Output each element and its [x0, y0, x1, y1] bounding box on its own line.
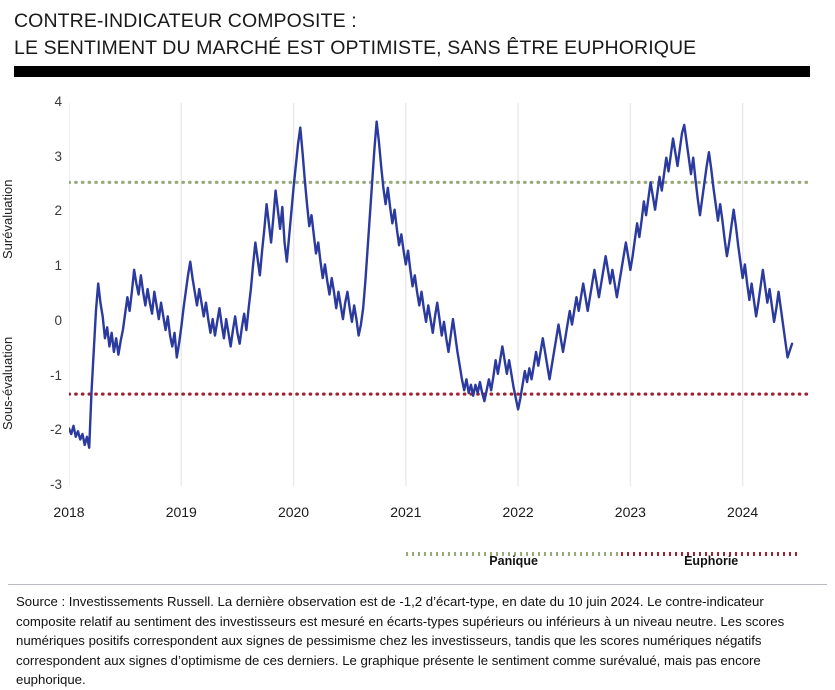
x-tick-2019: 2019 — [165, 504, 197, 520]
y-axis-label-upper: Surévaluation — [0, 179, 15, 259]
source-footnote: Source : Investissements Russell. La der… — [16, 594, 785, 688]
plot-canvas — [69, 103, 810, 486]
series-plot — [69, 103, 810, 486]
chart-area: Surévaluation Sous-évaluation 4 3 2 1 0 -1 -2 -… — [0, 86, 835, 520]
legend-panic-label: Panique — [489, 554, 538, 568]
title-line-1: CONTRE-INDICATEUR COMPOSITE : — [14, 10, 357, 32]
footnote-divider — [8, 584, 827, 585]
title-line-2: LE SENTIMENT DU MARCHÉ EST OPTIMISTE, SA… — [14, 37, 697, 59]
y-tick-neg1: -1 — [49, 367, 62, 383]
x-tick-2023: 2023 — [614, 504, 646, 520]
legend-euphoria-line — [621, 552, 801, 556]
y-tick-neg3: -3 — [49, 477, 62, 492]
x-tick-2024: 2024 — [727, 504, 759, 520]
legend-panic-line — [405, 552, 622, 556]
y-tick-3: 3 — [54, 148, 62, 164]
x-tick-2022: 2022 — [502, 504, 534, 520]
y-axis-label-lower: Sous-évaluation — [0, 336, 15, 430]
x-tick-2020: 2020 — [277, 504, 310, 520]
chart-legend: Panique Euphorie — [0, 546, 835, 580]
y-tick-2: 2 — [54, 203, 62, 219]
x-tick-2018: 2018 — [53, 504, 85, 520]
legend-euphoria-label: Euphorie — [684, 554, 739, 568]
title-rule — [14, 66, 810, 77]
page-title: CONTRE-INDICATEUR COMPOSITE : LE SENTIME… — [14, 8, 824, 62]
y-tick-4: 4 — [54, 94, 62, 109]
x-tick-2021: 2021 — [390, 504, 422, 520]
y-tick-1: 1 — [54, 258, 62, 274]
y-tick-0: 0 — [54, 312, 62, 328]
y-tick-neg2: -2 — [49, 422, 62, 438]
